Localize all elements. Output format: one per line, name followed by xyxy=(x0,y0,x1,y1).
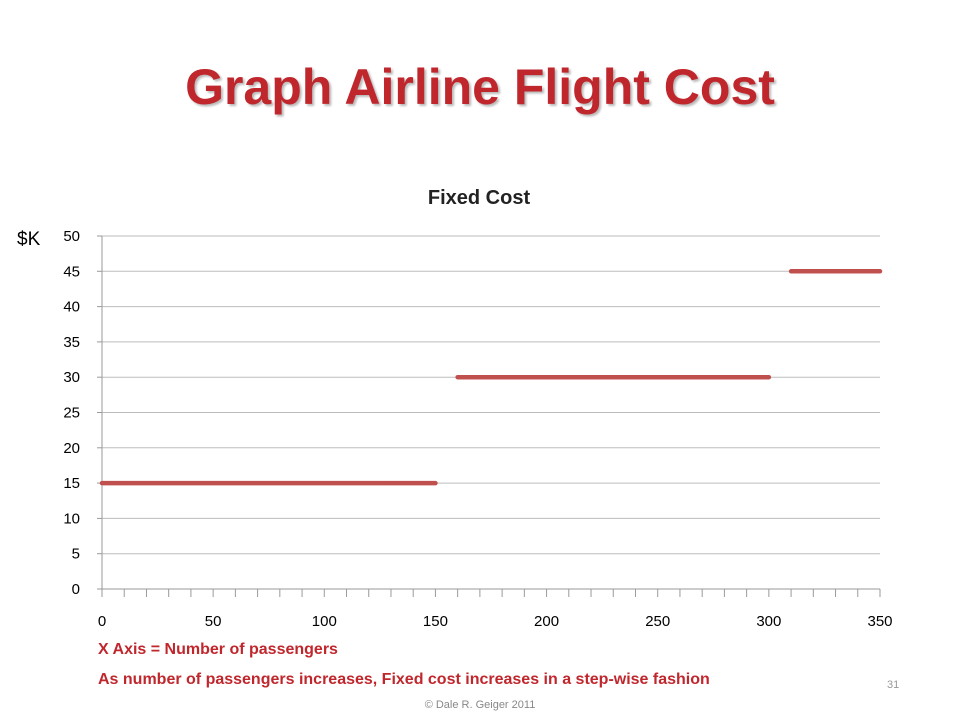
x-tick-label-250: 250 xyxy=(645,613,670,630)
data-series xyxy=(99,269,883,486)
x-tick-label-350: 350 xyxy=(867,613,892,630)
grid-lines xyxy=(97,235,880,590)
x-minor-ticks xyxy=(101,589,881,597)
y-tick-label-40: 40 xyxy=(63,299,80,316)
y-tick-label-20: 20 xyxy=(63,440,80,457)
x-tick-label-300: 300 xyxy=(756,613,781,630)
y-axis-label: $K xyxy=(17,229,41,250)
y-tick-label-15: 15 xyxy=(63,475,80,492)
slide-number: 31 xyxy=(887,679,900,691)
y-tick-label-25: 25 xyxy=(63,405,80,422)
copyright: © Dale R. Geiger 2011 xyxy=(424,699,536,711)
y-tick-label-0: 0 xyxy=(72,581,80,598)
y-tick-label-50: 50 xyxy=(63,228,80,245)
fixed-cost-chart: Fixed Cost $K 0 5 10 15 20 25 30 35 40 45 50 0 50 10… xyxy=(17,187,893,630)
x-axis-note: X Axis = Number of passengers xyxy=(98,641,338,658)
x-tick-label-0: 0 xyxy=(98,613,106,630)
trend-note: As number of passengers increases, Fixed… xyxy=(98,671,710,688)
x-tick-label-50: 50 xyxy=(205,613,222,630)
y-tick-label-5: 5 xyxy=(72,546,80,563)
y-tick-label-10: 10 xyxy=(63,510,80,527)
y-tick-label-45: 45 xyxy=(63,263,80,280)
y-tick-label-30: 30 xyxy=(63,369,80,386)
x-tick-label-200: 200 xyxy=(534,613,559,630)
x-tick-labels: 0 50 100 150 200 250 300 350 xyxy=(98,613,893,630)
y-tick-label-35: 35 xyxy=(63,334,80,351)
chart-title: Fixed Cost xyxy=(428,187,531,209)
x-tick-label-150: 150 xyxy=(423,613,448,630)
y-tick-labels: 0 5 10 15 20 25 30 35 40 45 50 xyxy=(63,228,80,598)
slide-title: Graph Airline Flight Cost xyxy=(185,59,775,115)
x-tick-label-100: 100 xyxy=(312,613,337,630)
